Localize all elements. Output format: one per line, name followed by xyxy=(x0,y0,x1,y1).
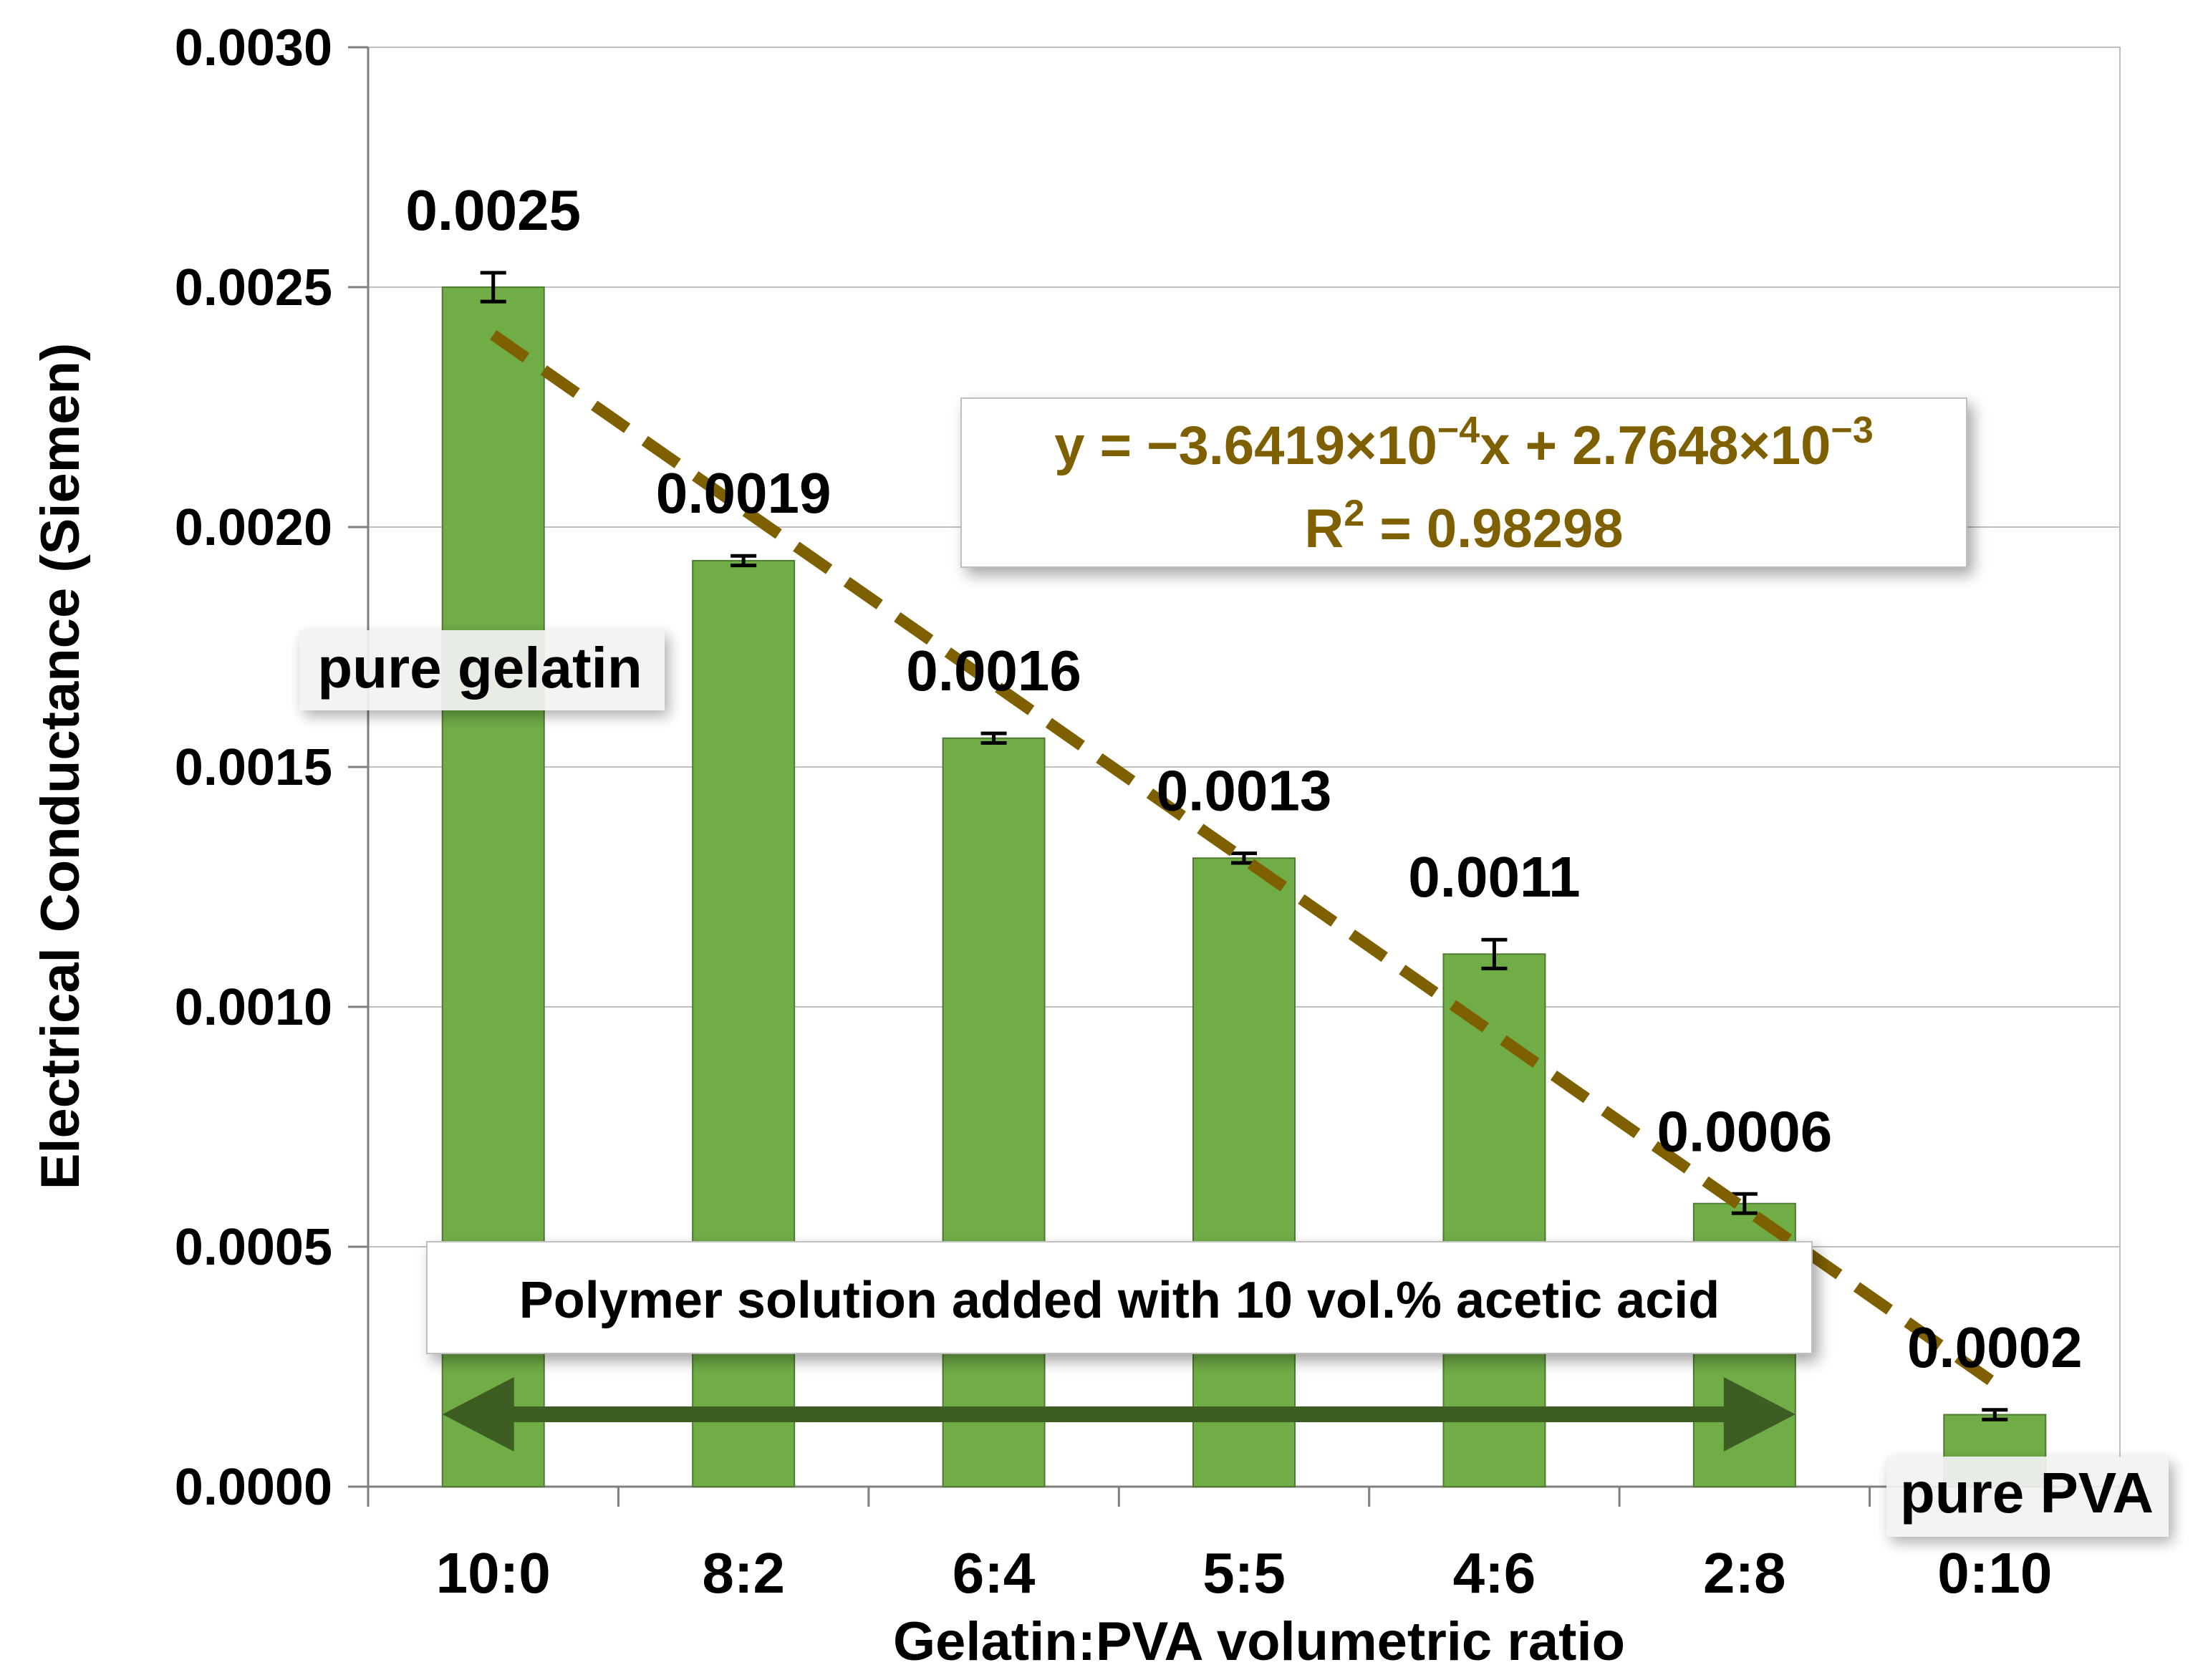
bar xyxy=(1192,857,1296,1488)
y-tick-label: 0.0030 xyxy=(175,19,332,77)
x-tick-label: 2:8 xyxy=(1703,1541,1786,1605)
axes: 0.00000.00050.00100.00150.00200.00250.00… xyxy=(175,19,2121,1605)
y-tick-label: 0.0005 xyxy=(175,1219,332,1276)
pure-pva-label: pure PVA xyxy=(1900,1461,2154,1525)
data-label: 0.0006 xyxy=(1657,1099,1833,1163)
data-label: 0.0019 xyxy=(656,461,831,525)
data-label: 0.0025 xyxy=(405,178,581,242)
pure-gelatin-annotation: pure gelatin xyxy=(299,630,665,710)
y-tick-label: 0.0020 xyxy=(175,499,332,556)
arrow-head-left xyxy=(442,1377,514,1452)
pure-pva-annotation: pure PVA xyxy=(1886,1457,2169,1537)
equation-exponent-1: −4 xyxy=(1437,410,1480,451)
y-tick-label: 0.0010 xyxy=(175,979,332,1036)
x-tick-label: 5:5 xyxy=(1202,1541,1286,1605)
range-note-box: Polymer solution added with 10 vol.% ace… xyxy=(426,1241,1813,1354)
x-tick-label: 8:2 xyxy=(702,1541,785,1605)
pure-gelatin-label: pure gelatin xyxy=(317,636,642,700)
data-label: 0.0011 xyxy=(1408,845,1580,909)
trendline-r-squared: R2 = 0.98298 xyxy=(1304,493,1623,559)
arrow-head-right xyxy=(1723,1377,1795,1452)
range-arrow xyxy=(442,1377,1795,1452)
r2-exponent: 2 xyxy=(1344,493,1364,534)
data-labels: 0.0025 0.0019 0.0016 0.0013 0.0011 0.0006 0.00… xyxy=(405,178,2082,1379)
equation-middle: x + 2.7648×10 xyxy=(1480,415,1831,476)
x-axis-title: Gelatin:PVA volumetric ratio xyxy=(893,1611,1625,1672)
data-label: 0.0016 xyxy=(906,639,1081,703)
data-label: 0.0002 xyxy=(1907,1315,2083,1379)
r2-value: = 0.98298 xyxy=(1364,498,1623,559)
bar xyxy=(942,737,1046,1487)
y-tick-label: 0.0025 xyxy=(175,259,332,317)
trendline-equation-box: y = −3.6419×10−4x + 2.7648×10−3 R2 = 0.9… xyxy=(960,397,1967,568)
range-note-text: Polymer solution added with 10 vol.% ace… xyxy=(519,1272,1720,1329)
x-tick-label: 6:4 xyxy=(953,1541,1036,1605)
y-tick-label: 0.0000 xyxy=(175,1459,332,1516)
x-tick-label: 0:10 xyxy=(1937,1541,2052,1605)
y-tick-label: 0.0015 xyxy=(175,739,332,796)
equation-exponent-2: −3 xyxy=(1831,410,1873,451)
y-axis-title: Electrical Conductance (Siemen) xyxy=(30,343,91,1190)
trendline-equation: y = −3.6419×10−4x + 2.7648×10−3 xyxy=(1054,410,1874,476)
equation-prefix: y = −3.6419×10 xyxy=(1054,415,1437,476)
x-tick-label: 10:0 xyxy=(436,1541,551,1605)
data-label: 0.0013 xyxy=(1157,759,1332,823)
r2-prefix: R xyxy=(1304,498,1344,559)
x-tick-label: 4:6 xyxy=(1453,1541,1536,1605)
